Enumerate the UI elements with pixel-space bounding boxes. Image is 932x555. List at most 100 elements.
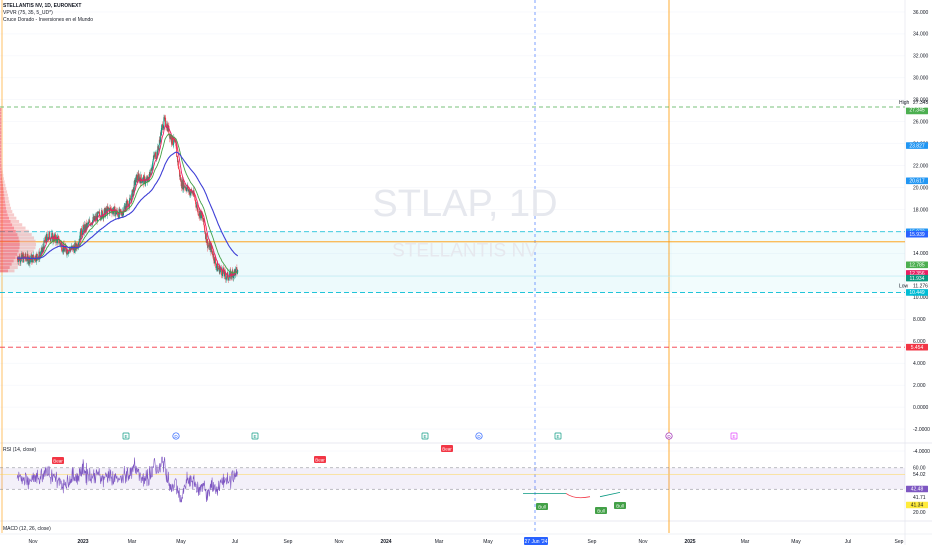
watermark-symbol: STLAP, 1D	[372, 183, 557, 225]
candle-body	[94, 218, 96, 221]
candle-body	[164, 117, 166, 120]
vp-bar-up	[1, 108, 2, 112]
candle-body	[117, 212, 119, 217]
candle-body	[214, 257, 216, 259]
vp-bar-down	[0, 252, 18, 256]
candle-body	[211, 249, 213, 252]
earnings-marker	[122, 432, 130, 440]
golden-cross-indicator-label[interactable]: Cruce Dorado - Inversiones en el Mundo	[3, 17, 94, 23]
vp-bar-down	[0, 140, 2, 144]
candle-body	[108, 207, 110, 210]
candle-body	[78, 241, 80, 243]
candle-body	[100, 217, 102, 219]
candle-body	[67, 253, 69, 254]
earnings-marker	[421, 432, 429, 440]
price-badge-label: 23.827	[909, 143, 925, 149]
price-badge-label: 20.617	[909, 179, 925, 185]
vp-bar-down	[0, 121, 2, 125]
candle-body	[127, 200, 129, 204]
candle-body	[28, 261, 30, 264]
time-tick-label: 2024	[380, 539, 391, 545]
rsi-tick-label: 41.71	[913, 495, 926, 501]
vp-bar-down	[0, 213, 8, 217]
rsi-title[interactable]: RSI (14, close)	[3, 447, 37, 453]
vp-bar-up	[3, 187, 7, 191]
candle-body	[160, 132, 162, 143]
price-tick-label: 0.0000	[913, 405, 929, 411]
vp-bar-up	[1, 147, 3, 151]
candle-body	[226, 273, 228, 278]
vp-bar-up	[4, 196, 9, 200]
candle-body	[237, 270, 239, 273]
candle-body	[101, 209, 103, 212]
candle-body	[235, 268, 237, 275]
candle-body	[138, 173, 140, 176]
candle-body	[217, 268, 219, 272]
candle-body	[76, 243, 78, 248]
candle-body	[61, 251, 63, 252]
candle-body	[159, 139, 161, 141]
candle-body	[180, 178, 182, 187]
candle-body	[147, 177, 149, 181]
vp-bar-up	[17, 252, 32, 256]
event-marker-label: E	[556, 434, 559, 439]
candle-body	[179, 174, 181, 181]
candle-body	[139, 177, 141, 180]
price-tick-label: 28.000	[913, 98, 929, 104]
candle-body	[194, 196, 196, 200]
macd-title[interactable]: MACD (12, 26, close)	[3, 526, 51, 532]
candle-body	[172, 135, 174, 145]
vp-bar-up	[1, 173, 4, 177]
rsi-tick-label: 20.00	[913, 510, 926, 516]
candle-body	[151, 166, 153, 168]
price-badge	[906, 261, 928, 269]
candle-body	[61, 243, 63, 251]
candle-body	[123, 212, 125, 216]
earnings-marker	[730, 432, 738, 440]
candle-body	[207, 244, 209, 248]
candle-body	[163, 117, 165, 126]
vp-bar-up	[1, 154, 3, 158]
candle-body	[19, 261, 21, 263]
time-tick-label: May	[483, 539, 493, 545]
candle-body	[201, 211, 203, 215]
price-badge	[906, 289, 928, 296]
candle-body	[89, 220, 91, 223]
vp-bar-down	[0, 196, 5, 200]
vp-bar-down	[0, 256, 16, 260]
vp-bar-down	[0, 216, 9, 220]
rsi-bear-tag-label: Bear	[315, 457, 325, 462]
candle-body	[119, 209, 121, 215]
vp-bar-down	[0, 137, 2, 141]
price-tick-label: 2.000	[913, 383, 926, 389]
price-tick-label: 20.000	[913, 185, 929, 191]
candle-body	[49, 232, 51, 239]
candle-body	[49, 238, 51, 240]
vp-bar-down	[0, 193, 5, 197]
vp-bar-up	[1, 121, 3, 125]
rsi-bear-tag	[52, 457, 64, 464]
candle-body	[31, 256, 33, 263]
candle-body	[120, 209, 122, 212]
candle-body	[86, 223, 88, 229]
candle-body	[47, 237, 49, 239]
vpvr-indicator-label[interactable]: VPVR (75, 35, 5_UD*)	[3, 10, 53, 16]
candle-body	[97, 211, 99, 222]
candle-body	[195, 205, 197, 208]
vp-bar-up	[2, 180, 5, 184]
candle-body	[214, 258, 216, 264]
time-tick-label: Jul	[845, 539, 851, 545]
price-tick-label: 14.000	[913, 251, 929, 257]
price-badge	[906, 230, 928, 238]
vp-bar-up	[5, 203, 11, 207]
candle-body	[153, 155, 155, 156]
rsi-bull-tag-label: Bull	[538, 504, 546, 509]
candle-body	[60, 243, 62, 246]
candle-body	[228, 277, 230, 281]
symbol-title[interactable]: STELLANTIS NV, 1D, EURONEXT	[3, 3, 82, 9]
